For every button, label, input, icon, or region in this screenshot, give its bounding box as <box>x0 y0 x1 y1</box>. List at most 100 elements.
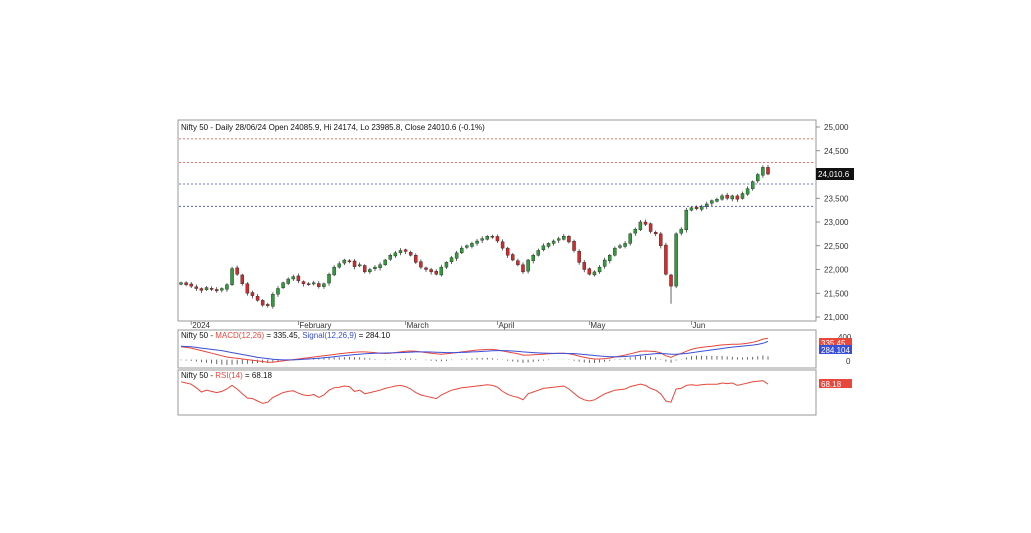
signal-eq: = <box>356 331 365 340</box>
candle-body-60 <box>485 236 489 240</box>
candle-body-56 <box>465 245 469 248</box>
candle-body-63 <box>500 241 505 249</box>
candle-body-4 <box>199 288 204 291</box>
rsi-badge: 68.18 <box>821 380 842 389</box>
candle-body-32 <box>342 259 347 264</box>
candle-body-48 <box>424 267 428 270</box>
candle-body-76 <box>567 236 571 243</box>
candle-body-45 <box>408 251 413 256</box>
macd-badge-red-bg <box>819 338 852 347</box>
candle-body-43 <box>398 250 403 254</box>
candle-body-18 <box>271 294 275 307</box>
macd-panel-frame <box>177 329 817 369</box>
x-tick-label-4: May <box>590 321 605 330</box>
candle-body-75 <box>562 236 566 240</box>
y-tick-label-1: 24,500 <box>824 147 849 156</box>
x-tick-label-1: February <box>299 321 331 330</box>
rsi-eq: = <box>243 371 252 380</box>
candle-body-73 <box>551 240 556 244</box>
candle-body-1 <box>184 282 188 285</box>
candle-body-94 <box>659 233 663 246</box>
candle-body-103 <box>705 203 709 207</box>
candle-body-115 <box>766 167 770 175</box>
candle-body-110 <box>740 193 745 199</box>
candle-body-9 <box>225 284 229 290</box>
y-tick-label-7: 21,500 <box>824 289 849 298</box>
candle-body-85 <box>613 247 617 256</box>
candle-body-102 <box>699 206 704 210</box>
rsi-panel-frame <box>177 369 817 416</box>
candle-body-34 <box>352 260 357 267</box>
candle-body-104 <box>710 200 714 204</box>
candle-body-47 <box>419 261 423 268</box>
candle-body-62 <box>495 236 500 242</box>
candle-body-59 <box>480 238 484 241</box>
candle-body-61 <box>490 236 495 238</box>
macd-eq: = <box>264 331 273 340</box>
x-tick-label-5: Jun <box>692 321 705 330</box>
candle-body-37 <box>368 269 372 273</box>
candle-body-90 <box>638 221 643 231</box>
candle-body-33 <box>347 260 352 262</box>
candle-body-82 <box>597 266 602 273</box>
candle-body-50 <box>434 270 438 275</box>
candle-body-28 <box>322 283 326 287</box>
candle-body-42 <box>393 252 398 257</box>
candle-body-111 <box>745 188 750 195</box>
last-price-badge: 24,010.6 <box>816 168 854 180</box>
candle-body-96 <box>669 274 673 287</box>
macd-badge-red: 335.45 <box>821 339 846 348</box>
rsi-badge-bg <box>819 379 852 388</box>
candle-body-39 <box>378 264 382 269</box>
macd-line <box>180 337 769 363</box>
candle-body-5 <box>204 287 209 290</box>
candle-body-88 <box>628 233 632 244</box>
x-tick-label-3: April <box>498 321 514 330</box>
candle-body-35 <box>357 264 362 267</box>
candle-body-19 <box>276 288 280 295</box>
candle-body-91 <box>643 221 648 225</box>
candle-body-114 <box>761 167 765 176</box>
candle-body-38 <box>373 266 377 269</box>
candle-body-83 <box>602 259 607 267</box>
rsi-series-name: RSI(14) <box>215 371 243 380</box>
reference-lines <box>179 138 815 207</box>
candle-body-22 <box>291 276 296 280</box>
candle-body-93 <box>653 232 658 235</box>
y-tick-label-3: 23,500 <box>824 194 849 203</box>
candle-body-54 <box>454 252 459 259</box>
y-tick-label-8: 21,000 <box>824 313 849 322</box>
candle-body-86 <box>618 245 622 248</box>
candle-body-107 <box>725 194 729 199</box>
candle-body-25 <box>306 283 311 285</box>
candle-body-57 <box>470 243 474 247</box>
candle-body-106 <box>720 195 724 200</box>
candle-body-15 <box>255 296 260 301</box>
macd-comma: , <box>298 331 302 340</box>
candle-body-64 <box>505 247 510 256</box>
candle-body-52 <box>444 262 449 268</box>
candle-body-70 <box>536 250 541 256</box>
candle-body-30 <box>332 266 336 276</box>
rsi-header-prefix: Nifty 50 - <box>181 371 215 380</box>
candle-body-78 <box>577 251 581 263</box>
candle-body-51 <box>439 266 444 276</box>
candle-body-2 <box>189 283 193 287</box>
candle-body-12 <box>240 274 244 284</box>
candle-body-3 <box>194 286 199 289</box>
price-panel: Nifty 50 - Daily 28/06/24 Open 24085.9, … <box>177 119 854 330</box>
macd-panel: Nifty 50 - MACD(12,26) = 335.45, Signal(… <box>177 329 852 369</box>
candle-body-81 <box>592 271 597 276</box>
macd-value: 335.45 <box>273 331 298 340</box>
candle-body-109 <box>735 195 740 200</box>
candle-body-92 <box>648 223 653 232</box>
candle-body-65 <box>511 254 515 261</box>
candle-body-72 <box>546 243 551 247</box>
candle-body-26 <box>311 282 316 285</box>
candle-body-71 <box>541 245 546 250</box>
rsi-value: 68.18 <box>252 371 273 380</box>
candle-body-67 <box>521 264 525 273</box>
macd-badge-blue-bg <box>819 345 852 354</box>
